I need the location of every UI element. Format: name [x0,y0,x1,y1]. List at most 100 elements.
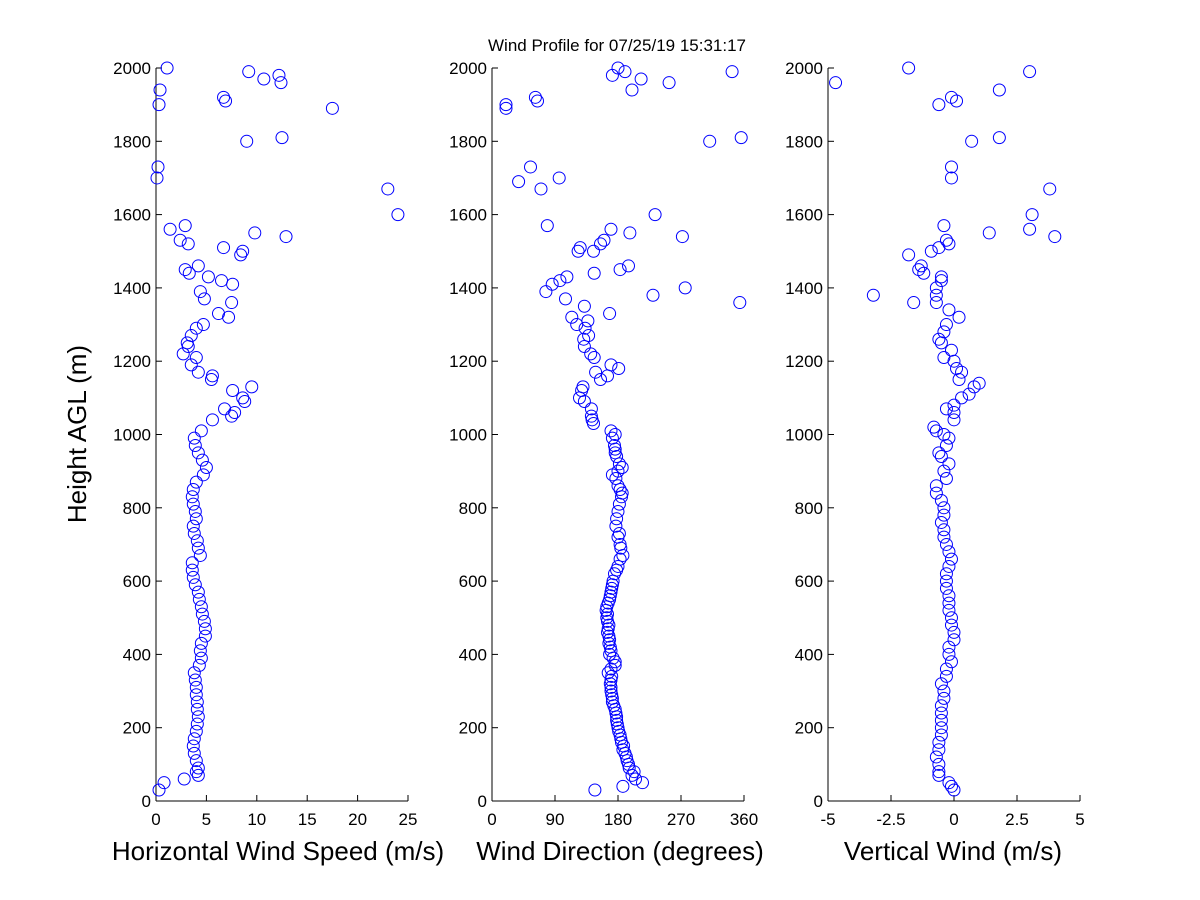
direction-data-point [573,241,587,255]
vertical-wind-data-point [952,310,966,324]
vertical-wind-data-point [1023,65,1037,79]
direction-data-point [604,662,618,676]
vertical-wind-data-point [947,633,961,647]
vertical-wind-data-point [829,76,843,90]
speed-data-point [218,402,232,416]
speed-data-point [189,351,203,365]
speed-data-point [201,270,215,284]
speed-y-tick-label: 1800 [113,132,151,151]
vertical-wind-y-tick-label: 2000 [785,59,823,78]
speed-data-point [245,380,259,394]
vertical-wind-data-point [932,98,946,112]
direction-data-point [610,713,624,727]
speed-data-point [191,541,205,555]
vertical-wind-y-tick-label: 1800 [785,132,823,151]
speed-data-point [187,746,201,760]
direction-data-point [553,274,567,288]
direction-data-point [613,263,627,277]
speed-data-point [189,512,203,526]
direction-x-tick-label: 90 [546,810,565,829]
vertical-wind-data-point [944,343,958,357]
speed-data-point [186,519,200,533]
speed-data-point [187,666,201,680]
speed-data-point [181,237,195,251]
vertical-wind-data-point [937,523,951,537]
vertical-wind-data-point [937,508,951,522]
vertical-wind-data-point [942,647,956,661]
vertical-wind-data-point [944,171,958,185]
vertical-wind-data-point [934,449,948,463]
speed-data-point [272,68,286,82]
speed-data-point [238,395,252,409]
vertical-wind-data-point [1023,222,1037,236]
speed-data-point [153,83,167,97]
vertical-wind-data-point [934,677,948,691]
direction-data-point [611,504,625,518]
vertical-wind-data-point [937,530,951,544]
speed-y-tick-label: 600 [123,572,151,591]
speed-data-point [178,219,192,233]
speed-data-point [219,94,233,108]
direction-data-point [678,281,692,295]
speed-y-tick-label: 1600 [113,206,151,225]
vertical-wind-data-point [937,219,951,233]
direction-data-point [733,296,747,310]
speed-data-point [157,776,171,790]
speed-y-tick-label: 1200 [113,352,151,371]
direction-data-point [611,61,625,75]
direction-y-tick-label: 1400 [449,279,487,298]
direction-x-tick-label: 0 [487,810,496,829]
speed-data-point [186,739,200,753]
speed-data-point [189,688,203,702]
direction-y-tick-label: 200 [459,719,487,738]
direction-data-point [634,72,648,86]
speed-data-point [182,266,196,280]
speed-data-point [193,285,207,299]
speed-data-point [178,263,192,277]
vertical-wind-y-tick-label: 600 [795,572,823,591]
speed-data-point [192,592,206,606]
vertical-wind-data-point [932,765,946,779]
speed-data-point [152,783,166,797]
vertical-wind-data-point [937,691,951,705]
direction-data-point [609,471,623,485]
direction-data-point [648,208,662,222]
speed-data-point [197,292,211,306]
direction-data-point [560,270,574,284]
speed-data-point [185,563,199,577]
speed-data-point [391,208,405,222]
vertical-wind-x-tick-label: 2.5 [1005,810,1029,829]
direction-data-point [531,94,544,108]
vertical-wind-data-point [944,90,958,104]
speed-x-tick-label: 10 [247,810,266,829]
direction-data-point [608,446,622,460]
direction-data-point [584,409,598,423]
direction-data-point [604,684,618,698]
direction-data-point [605,695,619,709]
speed-data-point [242,65,256,79]
speed-data-point [189,754,203,768]
direction-data-point [611,464,625,478]
direction-data-point [604,222,618,236]
direction-data-point [528,90,542,104]
speed-data-point [190,717,204,731]
speed-data-point [189,765,203,779]
speed-data-point [160,61,174,75]
direction-data-point [612,526,626,540]
speed-data-point [248,226,262,240]
vertical-wind-data-point [924,244,938,258]
direction-data-point [524,160,537,174]
vertical-wind-data-point [937,428,951,441]
direction-data-point [618,65,632,79]
vertical-wind-data-point [942,237,956,251]
speed-data-point [205,413,219,427]
vertical-wind-data-point [934,713,948,727]
speed-data-point [191,761,205,775]
speed-data-point [325,101,339,115]
vertical-wind-data-point [866,288,880,302]
speed-data-point [194,600,208,614]
vertical-wind-data-point [942,776,956,790]
direction-y-tick-label: 1000 [449,426,487,445]
vertical-wind-data-point [932,735,946,749]
